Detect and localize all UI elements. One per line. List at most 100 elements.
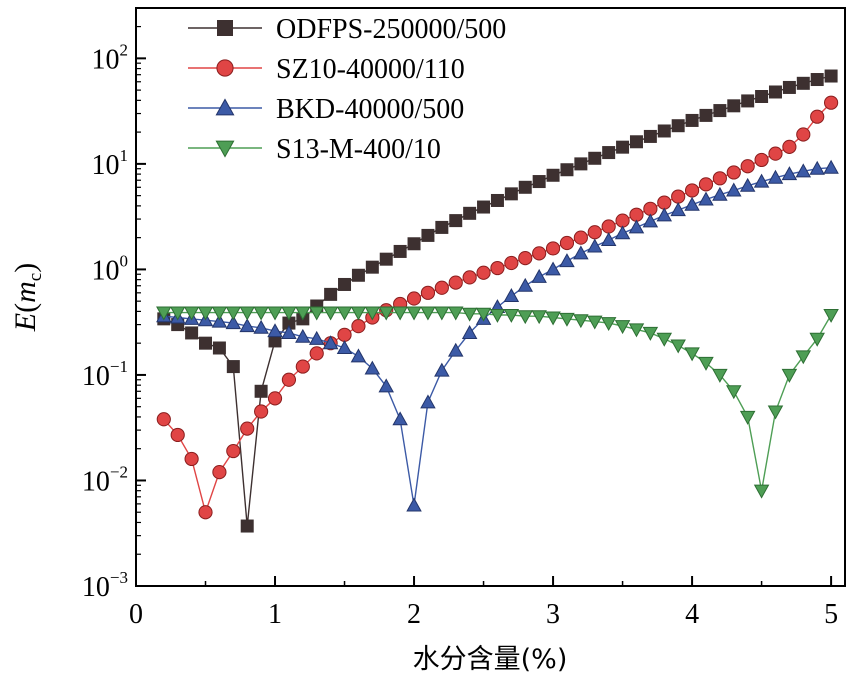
marker-square — [810, 73, 824, 87]
marker-triangle-up — [600, 232, 617, 247]
marker-triangle-up — [322, 335, 339, 350]
y-title-paren-close: ) — [9, 263, 42, 273]
marker-triangle-down — [503, 308, 520, 323]
series-layer — [156, 69, 839, 533]
marker-square — [324, 287, 338, 301]
legend-label: BKD-40000/500 — [276, 94, 464, 125]
marker-square — [796, 76, 810, 90]
marker-square — [185, 326, 199, 340]
marker-circle — [545, 241, 561, 256]
marker-triangle-down — [517, 310, 534, 325]
marker-triangle-down — [295, 306, 311, 321]
marker-circle — [587, 225, 602, 240]
marker-square — [560, 163, 574, 177]
marker-triangle-up — [628, 219, 645, 234]
marker-square — [532, 175, 546, 189]
marker-circle — [216, 59, 234, 77]
marker-square — [463, 206, 477, 220]
marker-circle — [351, 319, 366, 334]
y-tick-base: 10 — [82, 361, 110, 392]
marker-triangle-up — [461, 325, 478, 339]
marker-triangle-up — [684, 196, 700, 211]
marker-square — [407, 237, 421, 251]
series-line — [163, 167, 832, 506]
marker-square — [685, 113, 699, 127]
legend-item: SZ10-40000/110 — [188, 54, 465, 85]
marker-triangle-down — [600, 317, 617, 332]
y-tick-label: 100 — [92, 251, 129, 286]
marker-square — [782, 80, 796, 94]
y-tick-exponent: −1 — [110, 357, 128, 376]
marker-triangle-down — [823, 308, 839, 323]
marker-triangle-down — [350, 306, 367, 321]
marker-square — [755, 90, 769, 104]
marker-triangle-up — [809, 160, 825, 175]
y-tick-base: 10 — [82, 572, 110, 603]
marker-triangle-down — [614, 320, 631, 335]
marker-square — [254, 384, 268, 398]
legend-label: ODFPS-250000/500 — [276, 14, 506, 45]
marker-circle — [518, 250, 533, 266]
marker-triangle-up — [215, 98, 235, 116]
marker-triangle-down — [489, 308, 506, 323]
y-title-paren-open: ( — [9, 303, 42, 313]
marker-circle — [281, 372, 297, 387]
marker-triangle-up — [281, 325, 297, 339]
marker-triangle-up — [308, 330, 325, 345]
y-tick-label: 10−1 — [82, 357, 128, 392]
marker-triangle-down — [781, 368, 798, 383]
marker-circle — [810, 109, 825, 124]
y-tick-exponent: 2 — [120, 40, 129, 59]
marker-triangle-up — [517, 277, 534, 292]
y-title-main: E — [9, 313, 42, 332]
legend: ODFPS-250000/500 SZ10-40000/110 BKD-40000/… — [188, 14, 506, 165]
marker-triangle-up — [350, 348, 367, 363]
marker-circle — [768, 146, 783, 161]
marker-triangle-up — [573, 245, 589, 260]
marker-square — [574, 157, 588, 171]
marker-triangle-down — [461, 307, 478, 322]
marker-triangle-up — [531, 268, 547, 283]
y-tick-exponent: −2 — [110, 462, 128, 481]
marker-square — [824, 69, 838, 83]
y-axis-title: E(mc) — [9, 263, 46, 332]
marker-circle — [726, 165, 741, 180]
marker-triangle-down — [215, 140, 235, 158]
marker-triangle-down — [573, 314, 589, 329]
legend-item: S13-M-400/10 — [188, 134, 441, 165]
y-tick-base: 10 — [92, 255, 120, 286]
marker-triangle-up — [225, 315, 242, 330]
marker-triangle-up — [656, 207, 673, 222]
marker-triangle-down — [420, 306, 436, 321]
marker-triangle-up — [739, 177, 756, 192]
marker-square — [616, 140, 630, 154]
marker-triangle-down — [406, 306, 422, 321]
marker-triangle-up — [642, 213, 659, 228]
marker-square — [477, 200, 491, 214]
marker-triangle-down — [656, 332, 673, 347]
marker-triangle-up — [392, 411, 408, 426]
marker-square — [602, 146, 616, 160]
marker-triangle-up — [503, 288, 520, 303]
marker-triangle-down — [767, 405, 784, 420]
marker-triangle-up — [753, 173, 770, 188]
plot-frame — [135, 7, 846, 587]
marker-square — [435, 220, 449, 234]
marker-triangle-down — [642, 326, 659, 341]
marker-circle — [267, 391, 283, 406]
marker-triangle-down — [308, 306, 325, 321]
marker-triangle-down — [225, 306, 242, 321]
marker-circle — [226, 443, 241, 459]
y-tick-exponent: 1 — [120, 146, 129, 165]
marker-circle — [295, 359, 310, 374]
y-title-var: m — [9, 281, 42, 303]
marker-triangle-down — [753, 484, 770, 499]
x-tick-label: 0 — [129, 599, 143, 630]
series-4 — [156, 306, 839, 499]
marker-square — [449, 214, 463, 228]
marker-triangle-down — [684, 347, 700, 362]
marker-circle — [420, 285, 436, 300]
x-tick-label: 5 — [824, 599, 838, 630]
marker-triangle-down — [211, 306, 228, 321]
